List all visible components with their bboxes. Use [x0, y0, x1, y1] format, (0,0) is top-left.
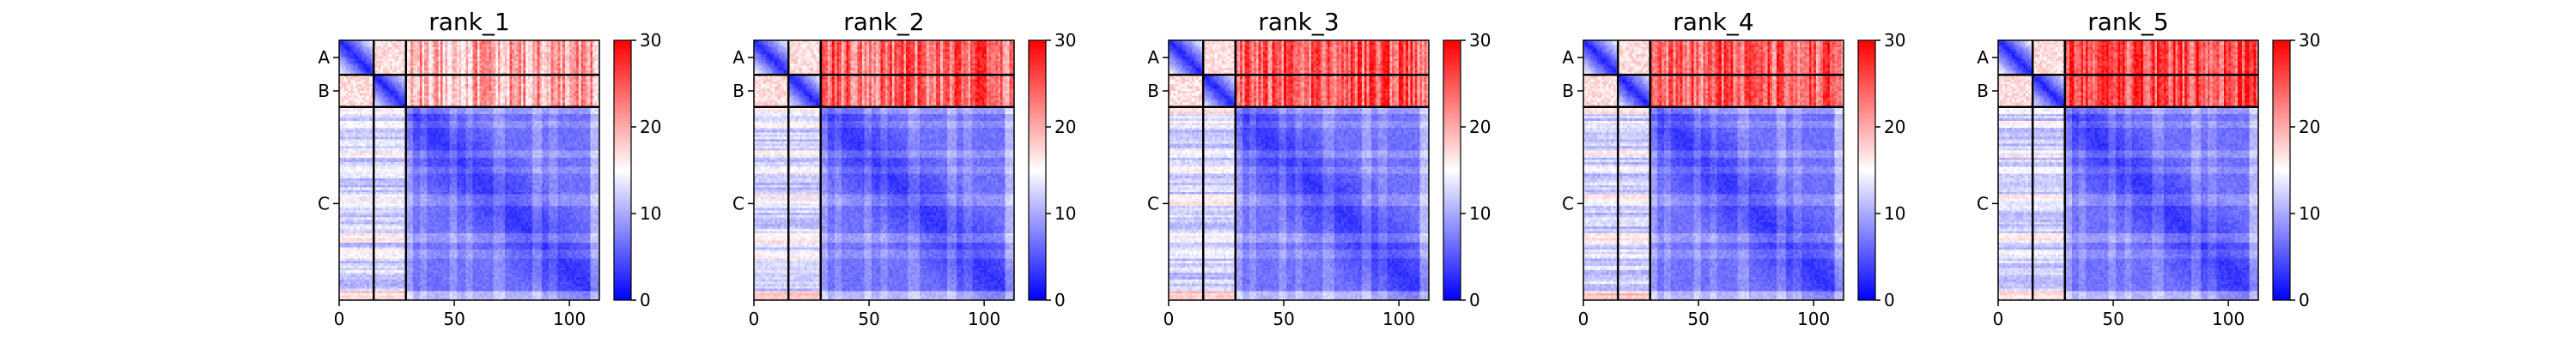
panel-rank_5: rank_5 AB C 0 50 100 0 10 20 30: [1977, 8, 2320, 329]
colorbar-tick-label: 30: [1054, 30, 1076, 51]
colorbar-tick-label: 30: [1884, 30, 1905, 51]
colorbar-tick-label: 10: [2299, 203, 2320, 224]
panel-title: rank_4: [1673, 8, 1753, 36]
colorbar-tick-label: 30: [2299, 30, 2320, 51]
panel-rank_2: rank_2 AB C 0 50 100 0 10 20 30: [732, 8, 1076, 329]
chain-label: A: [1977, 47, 1989, 68]
axes-frame: [1997, 39, 2259, 301]
colorbar-tick-label: 20: [1469, 117, 1491, 137]
pae-heatmap: [339, 40, 599, 300]
chain-label: C: [732, 193, 744, 214]
chain-label: B: [1147, 81, 1159, 101]
x-tick-label: 0: [1993, 309, 2004, 329]
colorbar: [2272, 39, 2291, 301]
x-tick-label: 100: [1797, 309, 1830, 329]
chain-label: C: [1147, 193, 1159, 214]
chain-label: C: [1562, 193, 1574, 214]
colorbar: [1443, 39, 1461, 301]
x-tick-label: 50: [858, 309, 879, 329]
chain-label: A: [1147, 47, 1159, 68]
x-tick-label: 0: [1163, 309, 1175, 329]
chain-label: B: [1977, 81, 1989, 101]
panel-rank_3: rank_3 AB C 0 50 100 0 10 20 30: [1147, 8, 1491, 329]
pae-heatmap: [1583, 40, 1844, 300]
x-tick-label: 50: [443, 309, 465, 329]
colorbar-tick-label: 10: [1469, 203, 1491, 224]
panel-rank_4: rank_4 AB C 0 50 100 0 10 20 30: [1562, 8, 1905, 329]
colorbar-tick-label: 20: [1054, 117, 1076, 137]
axes-frame: [1583, 39, 1844, 301]
panel-title: rank_2: [843, 8, 924, 36]
x-tick-label: 50: [1687, 309, 1709, 329]
chain-label: C: [1977, 193, 1989, 214]
axes-frame: [338, 39, 600, 301]
colorbar-tick-label: 0: [2299, 290, 2310, 310]
axes-frame: [753, 39, 1015, 301]
colorbar-tick-label: 10: [1884, 203, 1905, 224]
chain-label: C: [318, 193, 330, 214]
x-tick-label: 50: [1273, 309, 1294, 329]
colorbar: [1857, 39, 1876, 301]
chain-label: A: [732, 47, 744, 68]
x-tick-label: 100: [2212, 309, 2245, 329]
colorbar-tick-label: 0: [1469, 290, 1480, 310]
colorbar-tick-label: 0: [1884, 290, 1895, 310]
x-tick-label: 100: [968, 309, 1000, 329]
chain-label: A: [1562, 47, 1574, 68]
x-tick-label: 0: [749, 309, 760, 329]
chain-label: B: [1562, 81, 1574, 101]
colorbar-tick-label: 20: [2299, 117, 2320, 137]
panel-title: rank_5: [2087, 8, 2168, 36]
colorbar-tick-label: 0: [1054, 290, 1066, 310]
pae-heatmap: [1998, 40, 2258, 300]
colorbar-tick-label: 20: [1884, 117, 1905, 137]
pae-heatmap: [754, 40, 1014, 300]
x-tick-label: 0: [1578, 309, 1589, 329]
x-tick-label: 50: [2102, 309, 2123, 329]
panel-title: rank_1: [428, 8, 509, 36]
x-tick-label: 0: [334, 309, 345, 329]
colorbar: [613, 39, 632, 301]
colorbar: [1028, 39, 1047, 301]
colorbar-tick-label: 0: [640, 290, 651, 310]
colorbar-tick-label: 10: [1054, 203, 1076, 224]
colorbar-tick-label: 30: [1469, 30, 1491, 51]
colorbar-tick-label: 10: [640, 203, 661, 224]
pae-heatmap: [1169, 40, 1429, 300]
panel-title: rank_3: [1258, 8, 1339, 36]
axes-frame: [1168, 39, 1430, 301]
x-tick-label: 100: [553, 309, 586, 329]
chain-label: A: [318, 47, 330, 68]
colorbar-tick-label: 20: [640, 117, 661, 137]
chain-label: B: [318, 81, 330, 101]
x-tick-label: 100: [1382, 309, 1415, 329]
panel-rank_1: rank_1 AB C 0 50 100 0 10 20 30: [318, 8, 661, 329]
chain-label: B: [732, 81, 744, 101]
colorbar-tick-label: 30: [640, 30, 661, 51]
